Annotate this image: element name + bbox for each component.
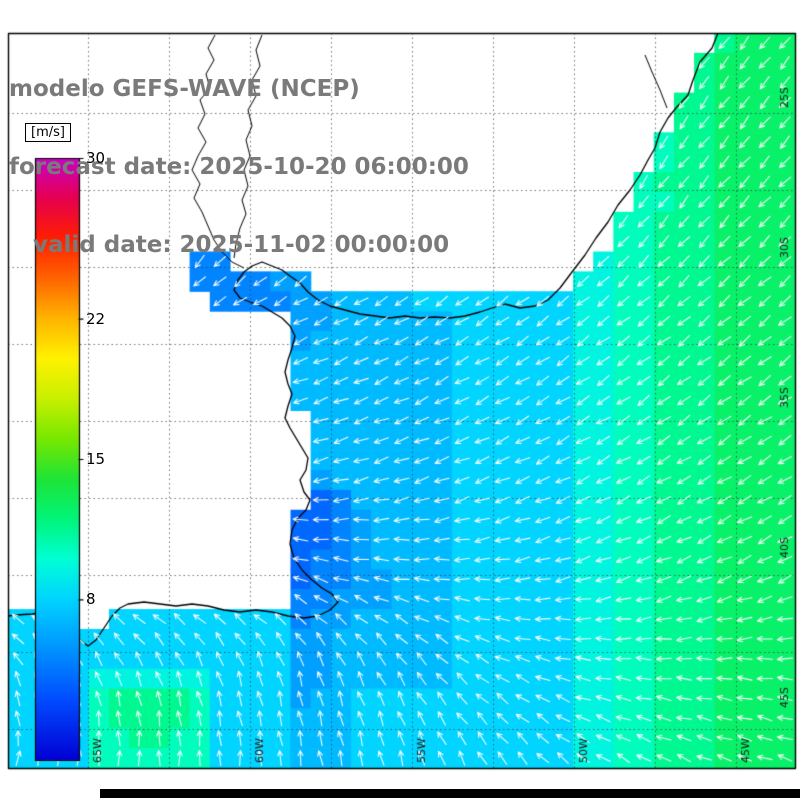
title-block: modelo GEFS-WAVE (NCEP) forecast date: 2…	[9, 24, 469, 310]
forecast-date-line: forecast date: 2025-10-20 06:00:00	[9, 154, 469, 180]
bottom-bar	[100, 789, 800, 798]
colorbar-tick-label: 15	[86, 450, 106, 468]
valid-date-line: valid date: 2025-11-02 00:00:00	[9, 232, 450, 258]
colorbar-tick-label: 8	[86, 590, 96, 609]
model-title: modelo GEFS-WAVE (NCEP)	[9, 76, 360, 102]
colorbar-unit-label: [m/s]	[25, 123, 71, 142]
colorbar-tick-label: 22	[86, 309, 106, 328]
colorbar-tick-label: 30	[86, 149, 106, 167]
